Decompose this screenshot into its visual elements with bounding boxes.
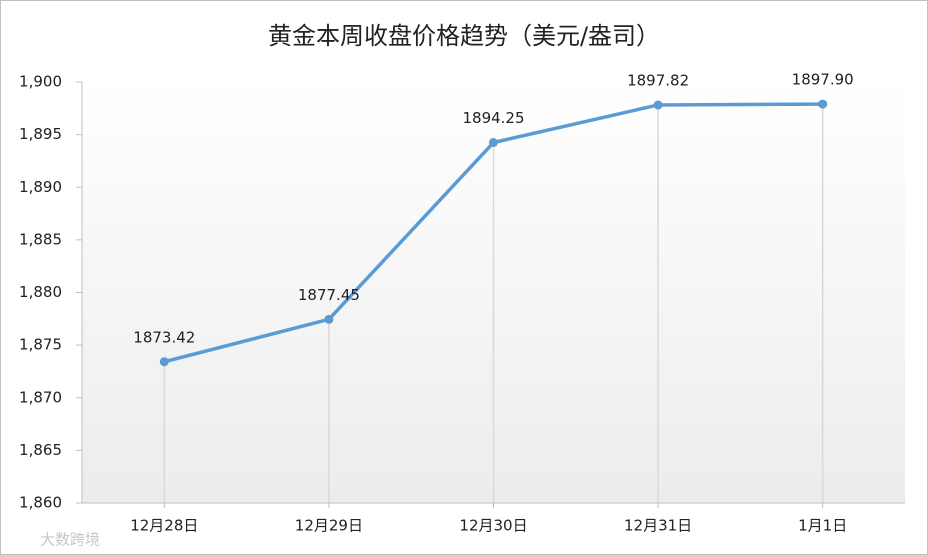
data-point: [489, 138, 498, 148]
x-tick-label: 12月29日: [295, 517, 363, 535]
y-tick-label: 1,885: [19, 230, 62, 248]
data-point: [324, 314, 334, 324]
data-point: [159, 357, 169, 367]
data-point: [818, 99, 828, 109]
x-tick-label: 12月31日: [624, 517, 692, 535]
watermark: 大数跨境: [40, 531, 100, 549]
data-label: 1873.42: [133, 328, 195, 346]
data-label: 1894.25: [462, 109, 524, 127]
y-tick-label: 1,865: [19, 441, 62, 459]
y-tick-label: 1,860: [19, 494, 62, 512]
y-tick-label: 1,890: [19, 178, 62, 196]
y-tick-label: 1,895: [19, 125, 62, 143]
y-tick-label: 1,870: [19, 388, 62, 406]
chart-title: 黄金本周收盘价格趋势（美元/盎司）: [268, 22, 660, 50]
data-label: 1877.45: [298, 286, 360, 304]
y-tick-label: 1,875: [19, 336, 62, 354]
data-label: 1897.90: [792, 71, 854, 89]
y-tick-label: 1,880: [19, 283, 62, 301]
data-label: 1897.82: [627, 71, 689, 89]
x-tick-label: 12月28日: [130, 517, 198, 535]
data-point: [653, 100, 663, 110]
x-tick-label: 1月1日: [798, 517, 847, 535]
y-tick-label: 1,900: [19, 73, 62, 91]
x-tick-label: 12月30日: [459, 517, 527, 535]
